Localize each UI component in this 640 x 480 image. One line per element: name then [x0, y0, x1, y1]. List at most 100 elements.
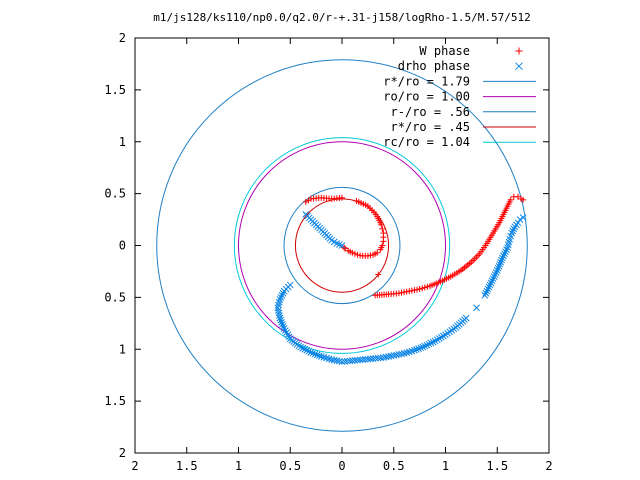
drho-phase-point	[276, 312, 283, 319]
y-tick-label: 0.5	[104, 187, 126, 201]
drho-phase-point	[392, 351, 400, 359]
drho-phase-point	[303, 346, 311, 354]
y-tick-label: 1.5	[104, 83, 126, 97]
drho-phase-point	[313, 351, 321, 359]
drho-phase-point	[380, 354, 387, 361]
w-phase-point	[342, 245, 349, 252]
drho-phase-point	[309, 349, 317, 357]
drho-phase-point	[421, 342, 429, 350]
drho-phase-point	[277, 294, 285, 301]
axis-ticks	[134, 37, 550, 454]
drho-phase-point	[385, 353, 392, 360]
y-tick-label: 2	[119, 31, 126, 45]
w-phase-point	[401, 289, 408, 296]
drho-phase-point	[503, 246, 510, 254]
w-phase-point	[351, 250, 358, 257]
circle-r-ro-1-79	[156, 59, 528, 432]
y-tick-label: 1.5	[104, 394, 126, 408]
drho-phase-point	[489, 275, 497, 283]
circle-ro-ro-1-00	[238, 141, 446, 350]
drho-phase-point	[299, 344, 307, 352]
w-phase-point	[424, 283, 431, 290]
drho-phase-point	[429, 338, 437, 346]
w-phase-point	[414, 286, 421, 293]
w-phase-point	[359, 252, 366, 259]
drho-phase-point	[279, 320, 286, 328]
drho-phase-point	[276, 314, 284, 322]
x-tick-label: 2	[131, 459, 138, 473]
legend-label: drho phase	[398, 59, 470, 73]
radius-circles	[156, 59, 528, 432]
drho-phase-point	[417, 344, 425, 352]
drho-phase-point	[315, 352, 323, 360]
drho-phase-point	[277, 316, 285, 324]
w-phase-point	[345, 247, 352, 254]
chart-title: m1/js128/ks110/np0.0/q2.0/r-+.31-j158/lo…	[153, 11, 531, 24]
w-phase-point	[379, 225, 386, 232]
drho-phase-point	[485, 283, 493, 291]
w-phase-point	[370, 251, 377, 258]
legend-label: ro/ro = 1.00	[383, 90, 470, 104]
drho-phase-point	[278, 318, 285, 326]
drho-phase-point	[395, 351, 403, 358]
drho-phase-point	[419, 343, 427, 351]
drho-phase-point	[473, 304, 480, 312]
drho-phase-point	[398, 350, 405, 358]
drho-phase-point	[497, 258, 505, 266]
drho-phase-point	[415, 345, 422, 352]
drho-phase-point	[387, 352, 395, 360]
drho-phase-point	[305, 347, 313, 355]
y-tick-label: 2	[119, 446, 126, 460]
x-tick-label: 1.5	[486, 459, 508, 473]
drho-phase-point	[425, 340, 433, 348]
w-phase-point	[367, 252, 374, 259]
drho-phase-point	[338, 242, 346, 249]
drho-phase-point	[482, 289, 490, 297]
drho-phase-point	[500, 252, 507, 260]
w-phase-point	[514, 193, 521, 200]
w-phase-point	[395, 290, 402, 297]
drho-phase-point	[488, 277, 496, 285]
drho-phase-point	[510, 225, 518, 233]
w-phase-point	[416, 286, 423, 293]
y-tick-labels: 2 1.5 1 0.5 0 0.5 1 1.5 2	[104, 31, 126, 460]
x-tick-label: 0.5	[383, 459, 405, 473]
drho-phase-point	[328, 356, 336, 363]
drho-phase-point	[278, 291, 286, 299]
w-phase-point	[380, 238, 387, 245]
legend-marker	[515, 47, 523, 55]
x-tick-labels: 2 1.5 1 0.5 0 0.5 1 1.5 2	[131, 459, 552, 473]
phase-points	[274, 193, 527, 366]
drho-phase-point	[486, 281, 494, 289]
w-phase-point	[377, 246, 384, 253]
x-tick-label: 0	[338, 459, 345, 473]
drho-phase-point	[333, 357, 341, 365]
drho-phase-point	[427, 339, 435, 347]
drho-phase-point	[491, 271, 499, 278]
drho-phase-point	[336, 357, 343, 365]
w-phase-point	[411, 287, 418, 294]
drho-phase-point	[490, 273, 498, 280]
legend-label: r-/ro = .56	[391, 105, 470, 119]
legend-label: r*/ro = .45	[391, 120, 470, 134]
drho-phase-point	[275, 309, 283, 317]
x-tick-label: 1	[235, 459, 242, 473]
drho-phase-point	[274, 304, 282, 312]
drho-phase-point	[516, 216, 524, 223]
drho-phase-point	[297, 343, 304, 351]
legend-label: r*/ro = 1.79	[383, 74, 470, 88]
x-tick-label: 1.5	[176, 459, 198, 473]
drho-phase-point	[462, 314, 470, 322]
drho-phase-point	[514, 219, 522, 227]
drho-phase-point	[494, 264, 502, 272]
w-phase-point	[419, 285, 426, 292]
w-phase-point	[398, 289, 405, 296]
y-tick-label: 1	[119, 135, 126, 149]
w-phase-point	[375, 271, 382, 278]
drho-phase-point	[307, 349, 315, 356]
w-phase-point	[378, 221, 385, 228]
x-tick-label: 0.5	[279, 459, 301, 473]
w-phase-point	[406, 288, 413, 295]
